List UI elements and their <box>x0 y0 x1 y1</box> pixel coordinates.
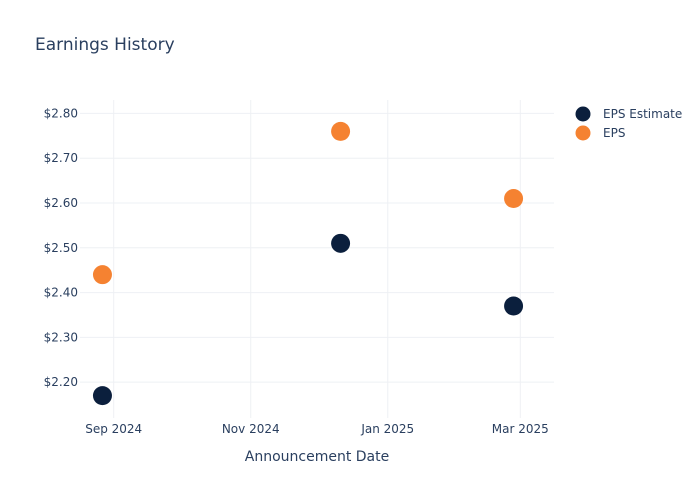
y-tick-label: $2.40 <box>44 286 78 300</box>
legend-marker <box>575 106 591 122</box>
y-axis-ticks: $2.20 $2.30 $2.40 $2.50 $2.60 $2.70 $2.80 <box>44 106 78 389</box>
y-tick-label: $2.20 <box>44 375 78 389</box>
eps-point[interactable] <box>92 265 112 285</box>
legend-label[interactable]: EPS <box>603 126 625 140</box>
x-tick-label: Mar 2025 <box>492 422 549 436</box>
grid <box>80 100 554 418</box>
y-tick-label: $2.30 <box>44 330 78 344</box>
legend-marker <box>575 125 591 141</box>
y-tick-label: $2.80 <box>44 106 78 120</box>
y-tick-label: $2.60 <box>44 196 78 210</box>
eps-point[interactable] <box>504 189 524 209</box>
x-axis-ticks: Sep 2024 Nov 2024 Jan 2025 Mar 2025 <box>85 422 549 436</box>
legend-label[interactable]: EPS Estimate <box>603 107 682 121</box>
data-points <box>92 121 524 406</box>
eps-estimate-point[interactable] <box>331 233 351 253</box>
eps-estimate-point[interactable] <box>92 386 112 406</box>
eps-estimate-point[interactable] <box>504 296 524 316</box>
x-axis-title: Announcement Date <box>245 449 389 465</box>
x-tick-label: Nov 2024 <box>222 422 280 436</box>
legend: EPS Estimate EPS <box>575 106 682 141</box>
x-tick-label: Sep 2024 <box>85 422 142 436</box>
eps-point[interactable] <box>331 121 351 141</box>
chart-title: Earnings History <box>35 35 175 55</box>
y-tick-label: $2.50 <box>44 241 78 255</box>
x-tick-label: Jan 2025 <box>360 422 414 436</box>
y-tick-label: $2.70 <box>44 151 78 165</box>
